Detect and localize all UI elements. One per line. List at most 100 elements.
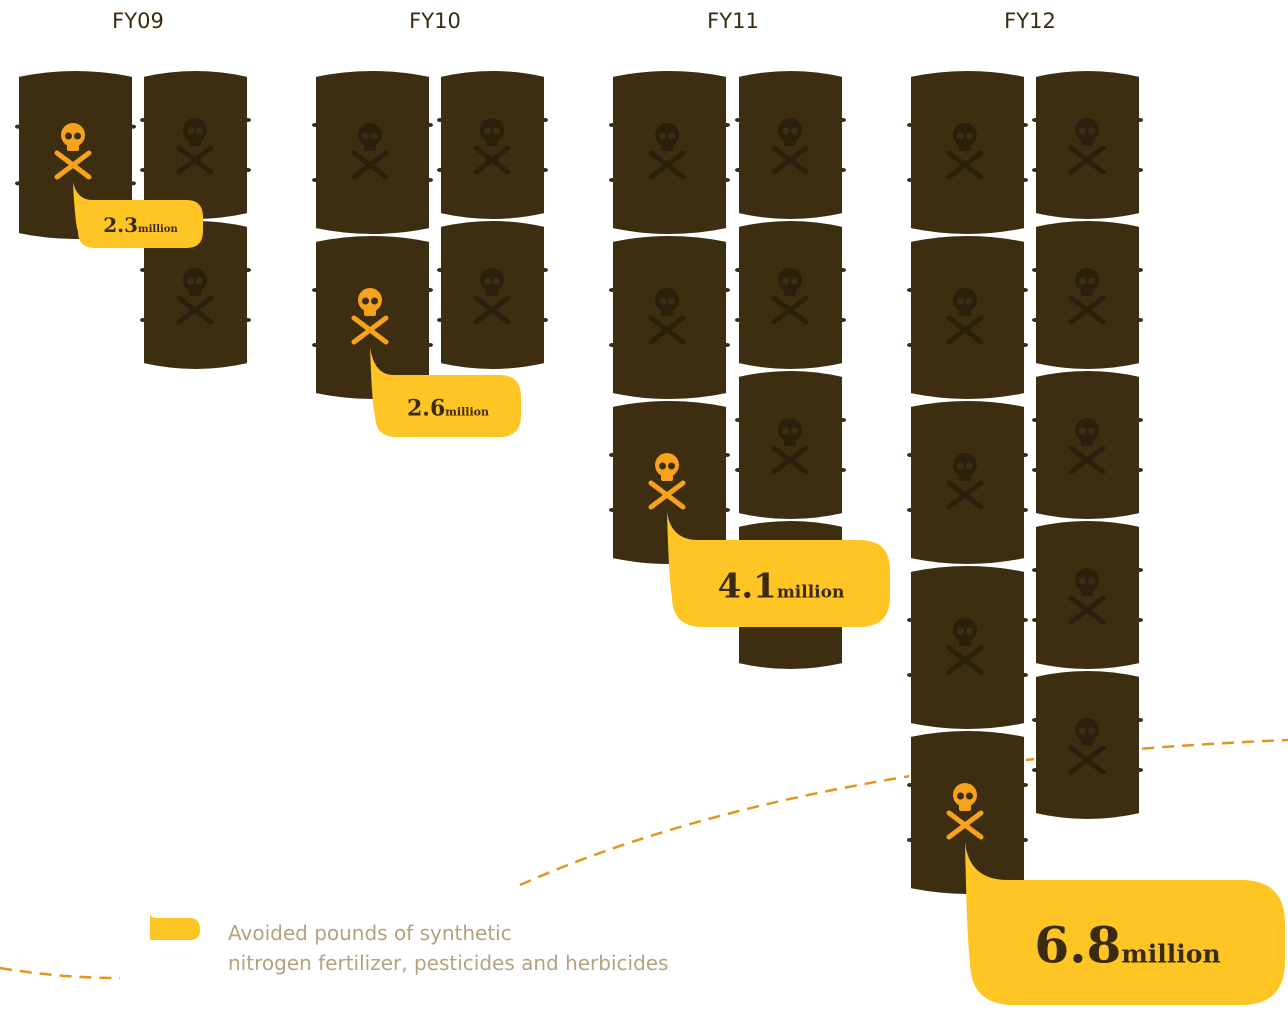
skull-head — [655, 288, 679, 312]
value-label: 4.1million — [718, 566, 845, 606]
skull-jaw — [189, 138, 201, 146]
skull-head — [1075, 718, 1099, 742]
skull-eye — [966, 792, 973, 800]
value-unit: million — [777, 582, 845, 602]
barrel-rib — [724, 343, 730, 347]
value-number: 2.3 — [103, 213, 138, 237]
skull-head — [1075, 268, 1099, 292]
skull-eye — [957, 792, 964, 800]
skull-eye — [187, 127, 194, 135]
skull-head — [480, 118, 504, 142]
skull-head — [655, 123, 679, 147]
barrel-rib — [907, 288, 913, 292]
skull-bone — [946, 645, 984, 675]
skull-jaw — [1081, 438, 1093, 446]
barrel-rib — [907, 178, 913, 182]
skull-jaw — [784, 438, 796, 446]
skull-bone — [648, 480, 686, 510]
value-label: 2.3million — [103, 213, 178, 237]
barrel-rib — [1022, 178, 1028, 182]
barrel-rib — [427, 178, 433, 182]
skull-eye — [362, 132, 369, 140]
skull-bone — [1068, 145, 1106, 175]
skull-eye — [493, 127, 500, 135]
barrel-rib — [1137, 768, 1143, 772]
barrel-rib — [1022, 453, 1028, 457]
barrel-rib — [907, 453, 913, 457]
skull-bone — [473, 295, 511, 325]
skull-eye — [659, 297, 666, 305]
barrel-rib — [15, 124, 21, 129]
skull-eye — [371, 132, 378, 140]
skull-head — [1075, 568, 1099, 592]
barrel-rib — [907, 838, 913, 842]
barrel-rib — [245, 268, 251, 272]
barrel-rib — [245, 168, 251, 172]
barrel-rib — [542, 118, 548, 122]
skull-bone — [946, 810, 984, 840]
barrel-rib — [15, 181, 21, 186]
skull-eye — [668, 462, 675, 470]
barrel-rib — [1022, 343, 1028, 347]
barrel-rib — [130, 124, 136, 129]
barrel-rib — [609, 178, 615, 182]
barrel-stack — [907, 69, 1143, 896]
barrel-rib — [907, 618, 913, 622]
skull-eye — [196, 277, 203, 285]
skull-jaw — [784, 138, 796, 146]
skull-eye — [668, 297, 675, 305]
barrel-rib — [1022, 783, 1028, 787]
barrel-rib — [1022, 618, 1028, 622]
decor-curve — [0, 966, 121, 980]
barrel-rib — [1022, 123, 1028, 127]
skull-eye — [1079, 127, 1086, 135]
barrel-rib — [724, 123, 730, 127]
barrel-rib — [140, 268, 146, 272]
barrel-rib — [907, 343, 913, 347]
value-label: 2.6million — [407, 396, 489, 422]
skull-eye — [791, 427, 798, 435]
category-label: FY11 — [707, 9, 759, 33]
skull-bone — [771, 295, 809, 325]
barrel-rib — [1032, 318, 1038, 322]
skull-head — [1075, 418, 1099, 442]
skull-eye — [791, 277, 798, 285]
barrel-rib — [542, 268, 548, 272]
skull-head — [953, 123, 977, 147]
skull-jaw — [486, 138, 498, 146]
barrel-rib — [1032, 618, 1038, 622]
barrel-rib — [312, 123, 318, 127]
skull-eye — [957, 462, 964, 470]
value-callout — [667, 512, 890, 627]
skull-bone — [473, 145, 511, 175]
decor-curve — [519, 738, 1288, 887]
legend-line: Avoided pounds of synthetic — [228, 921, 512, 945]
skull-eye — [966, 627, 973, 635]
barrel-rib — [609, 288, 615, 292]
barrel-rib — [735, 318, 741, 322]
skull-head — [1075, 118, 1099, 142]
barrel-rib — [724, 453, 730, 457]
skull-jaw — [364, 308, 376, 316]
skull-eye — [782, 427, 789, 435]
skull-eye — [957, 627, 964, 635]
barrel — [909, 69, 1026, 236]
barrel-rib — [907, 783, 913, 787]
skull-jaw — [67, 143, 79, 151]
skull-head — [183, 268, 207, 292]
skull-bone — [946, 480, 984, 510]
barrel-rib — [1032, 568, 1038, 572]
barrel-rib — [130, 181, 136, 186]
barrel-rib — [1032, 268, 1038, 272]
skull-eye — [187, 277, 194, 285]
legend-swatch — [150, 912, 200, 940]
skull-jaw — [661, 473, 673, 481]
value-unit: million — [1121, 940, 1220, 969]
skull-eye — [1079, 277, 1086, 285]
barrel-stack — [312, 69, 548, 401]
skull-eye — [1088, 277, 1095, 285]
skull-eye — [957, 132, 964, 140]
skull-bone — [176, 295, 214, 325]
category-label: FY10 — [409, 9, 461, 33]
value-number: 2.6 — [407, 396, 445, 422]
